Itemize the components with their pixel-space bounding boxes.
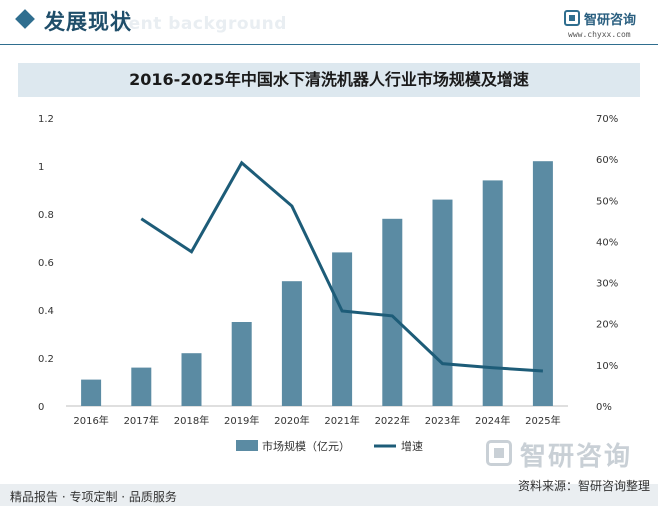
right-tick-label: 70%: [596, 114, 618, 125]
header-divider: [0, 44, 658, 45]
x-tick-label: 2020年: [274, 414, 309, 427]
bar: [382, 218, 403, 406]
left-tick-label: 0.2: [38, 354, 54, 365]
bar: [532, 161, 553, 406]
legend-label-market-size: 市场规模（亿元）: [262, 439, 350, 453]
x-tick-label: 2016年: [73, 414, 108, 427]
bar: [482, 180, 503, 406]
bar: [281, 281, 302, 406]
right-tick-label: 50%: [596, 196, 618, 207]
left-tick-label: 0.6: [38, 258, 54, 269]
left-tick-label: 0.8: [38, 210, 54, 221]
legend-label-growth: 增速: [401, 439, 423, 453]
page-header: cent background 发展现状 智研咨询 www.chyxx.com: [0, 0, 658, 46]
right-tick-label: 40%: [596, 237, 618, 248]
watermark-logo: 智研咨询: [486, 436, 646, 472]
bar: [181, 353, 202, 406]
watermark-brand: 智研咨询: [520, 442, 633, 472]
footer-bar: [0, 484, 658, 506]
left-tick-label: 1.2: [38, 114, 54, 125]
x-tick-label: 2022年: [375, 414, 410, 427]
x-tick-label: 2025年: [525, 414, 560, 427]
footer-tagline: 精品报告 · 专项定制 · 品质服务: [10, 490, 177, 504]
x-tick-label: 2017年: [124, 414, 159, 427]
left-tick-label: 0.4: [38, 306, 54, 317]
brand-logo-icon: [564, 10, 580, 26]
brand-url: www.chyxx.com: [568, 30, 631, 39]
source-note: 资料来源：智研咨询整理: [517, 479, 650, 493]
x-tick-label: 2018年: [174, 414, 209, 427]
page-title: 发展现状: [44, 10, 132, 34]
right-tick-label: 10%: [596, 361, 618, 372]
watermark-logo-icon: [486, 440, 512, 466]
x-tick-label: 2024年: [475, 414, 510, 427]
left-tick-label: 0: [38, 402, 44, 413]
growth-line: [140, 160, 543, 373]
bar: [131, 367, 152, 406]
bar: [231, 322, 252, 406]
brand-name: 智研咨询: [584, 13, 637, 28]
bar: [332, 252, 353, 406]
right-tick-label: 0%: [596, 402, 612, 413]
right-tick-label: 20%: [596, 320, 618, 331]
right-tick-label: 60%: [596, 155, 618, 166]
legend-swatch-bar: [236, 440, 258, 451]
x-tick-label: 2021年: [324, 414, 359, 427]
brand-logo: 智研咨询 www.chyxx.com: [564, 9, 652, 43]
x-tick-label: 2019年: [224, 414, 259, 427]
right-tick-label: 30%: [596, 279, 618, 290]
x-tick-label: 2023年: [425, 414, 460, 427]
bar: [81, 379, 102, 406]
bar: [432, 199, 453, 406]
header-ghost-text: cent background: [118, 14, 287, 34]
left-tick-label: 1: [38, 162, 44, 173]
chart-title: 2016-2025年中国水下清洗机器人行业市场规模及增速: [18, 63, 640, 97]
